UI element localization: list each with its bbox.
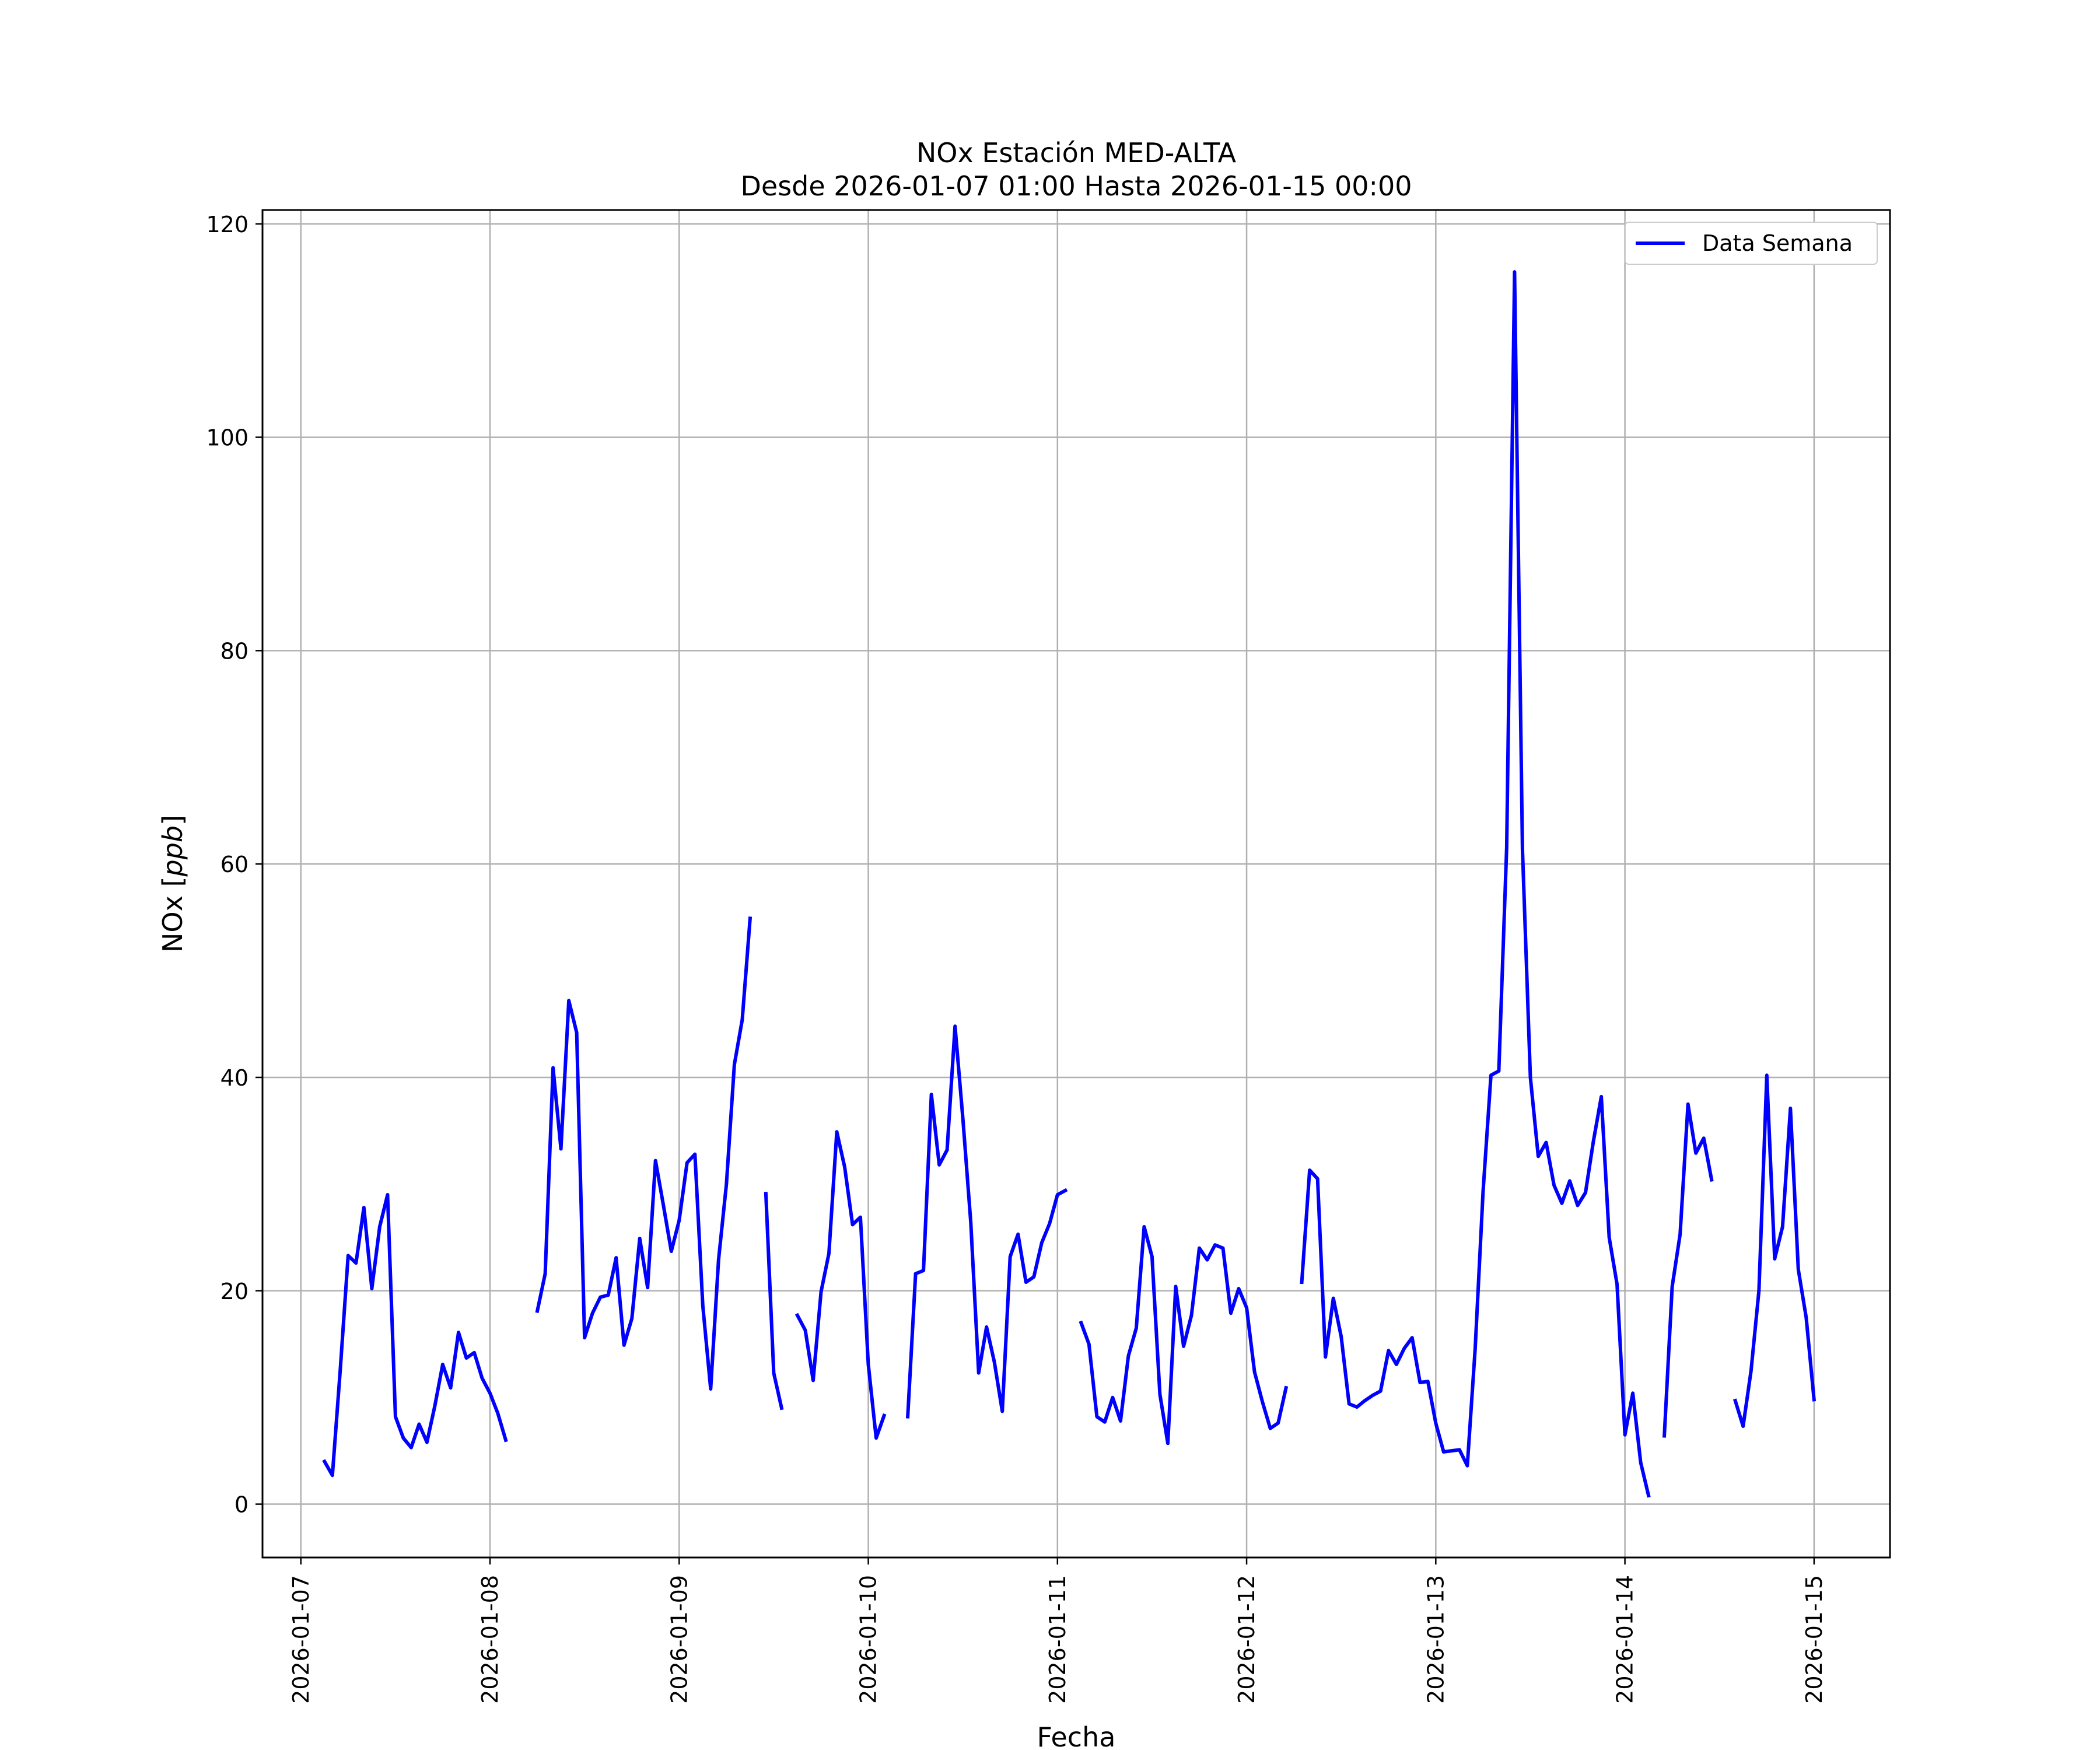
x-axis-label: Fecha: [1037, 1721, 1116, 1750]
x-tick-label: 2026-01-10: [856, 1575, 881, 1704]
x-tick-label: 2026-01-07: [288, 1575, 314, 1704]
series-line-segment: [322, 1193, 508, 1478]
series-line-segment: [1732, 1073, 1817, 1428]
x-tick-label: 2026-01-12: [1234, 1575, 1259, 1704]
series-line-segment: [535, 916, 752, 1391]
x-tick-label: 2026-01-13: [1423, 1575, 1448, 1704]
series-line-segment: [1079, 1225, 1289, 1446]
series-line-segment: [794, 1130, 887, 1440]
y-axis-label: NOx [ppb]: [157, 815, 188, 953]
series-line-segment: [905, 1024, 1068, 1419]
x-tick-label: 2026-01-11: [1045, 1575, 1070, 1704]
series-line-segment: [1662, 1102, 1714, 1438]
y-tick-label: 0: [235, 1492, 249, 1518]
series-line-segment: [764, 1192, 784, 1410]
y-axis-label-main: NOx [: [157, 877, 188, 953]
legend-box: [1625, 222, 1878, 265]
y-tick-label: 80: [220, 638, 249, 664]
chart-title-line-1: NOx Estación MED-ALTA: [916, 137, 1237, 169]
series-line-segment: [1300, 270, 1651, 1498]
tick-layer: 0 20 40 60 80 100 120 2026-01-07 2026-01-08 2026-…: [206, 212, 1826, 1704]
x-tick-label: 2026-01-14: [1612, 1575, 1638, 1704]
legend: Data Semana: [1625, 222, 1878, 265]
x-tick-label: 2026-01-09: [666, 1575, 692, 1704]
y-tick-label: 100: [206, 425, 249, 451]
y-tick-label: 20: [220, 1279, 249, 1304]
y-tick-label: 120: [206, 212, 249, 237]
y-axis-label-end: ]: [157, 815, 188, 825]
y-axis-label-unit: ppb: [157, 825, 188, 877]
chart-title-line-2: Desde 2026-01-07 01:00 Hasta 2026-01-15 …: [740, 170, 1412, 202]
plot-area: [262, 210, 1890, 1558]
legend-label: Data Semana: [1702, 230, 1853, 256]
x-tick-label: 2026-01-08: [477, 1575, 503, 1704]
y-tick-label: 60: [220, 852, 249, 877]
x-tick-label: 2026-01-15: [1801, 1575, 1827, 1704]
y-tick-label: 40: [220, 1065, 249, 1091]
axes-frame: [261, 209, 1891, 1559]
series-layer: [322, 270, 1817, 1498]
